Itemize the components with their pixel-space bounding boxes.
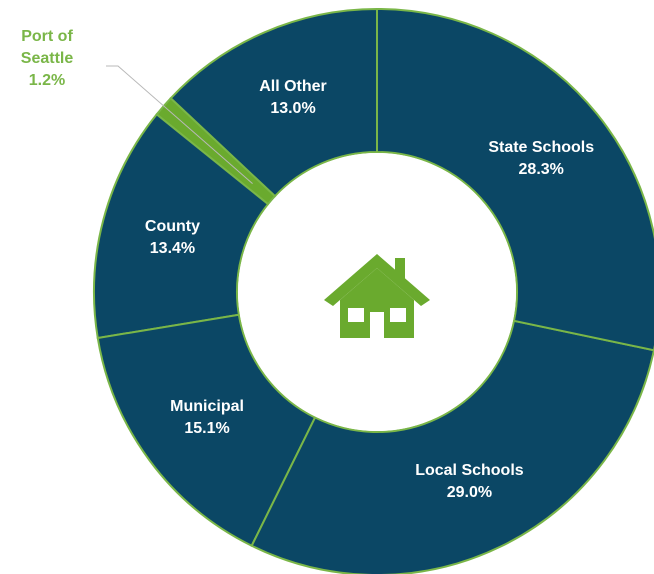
house-window: [390, 308, 406, 322]
house-door: [370, 312, 384, 338]
house-chimney: [395, 258, 405, 282]
segment-value: 29.0%: [446, 484, 493, 502]
segment-value: 13.4%: [149, 240, 196, 258]
segment-name: Local Schools: [415, 462, 524, 480]
donut-segment: [96, 313, 317, 548]
donut-segment: [250, 319, 654, 574]
donut-segment: [93, 112, 270, 340]
segment-name: Municipal: [170, 397, 244, 415]
donut-segment: [169, 7, 378, 198]
house-roof: [324, 254, 430, 306]
segment-label: Municipal 15.1%: [142, 396, 272, 440]
segment-value: 28.3%: [518, 160, 564, 178]
leader-line: [106, 65, 253, 185]
segment-value: 15.1%: [184, 419, 230, 437]
segment-name: State Schools: [488, 138, 595, 156]
donut-segment: [376, 7, 654, 352]
segment-label: County 13.4%: [107, 216, 237, 260]
house-icon: [324, 254, 430, 338]
segment-value: 13.0%: [270, 99, 316, 117]
house-window: [348, 308, 364, 322]
segment-name: All Other: [259, 77, 327, 95]
segment-label: Local Schools 29.0%: [404, 460, 534, 504]
segment-value: 1.2%: [28, 72, 66, 89]
segment-label: Port of Seattle 1.2%: [9, 26, 85, 92]
segment-name: Port of Seattle: [20, 28, 74, 67]
segment-label: State Schools 28.3%: [476, 137, 606, 181]
segment-label: All Other 13.0%: [228, 76, 358, 120]
segment-name: County: [144, 218, 201, 236]
